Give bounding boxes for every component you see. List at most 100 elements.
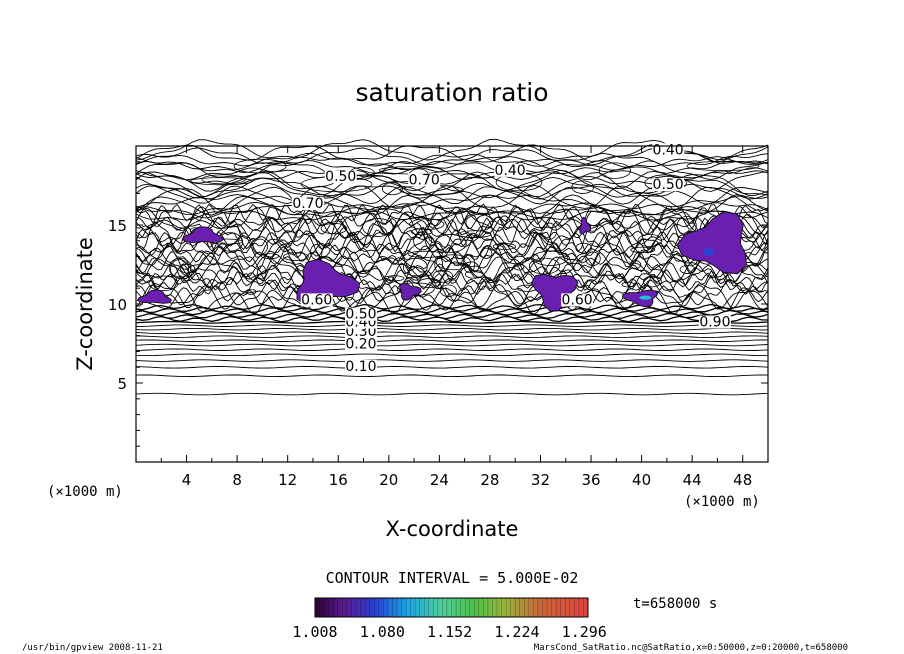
contour-cell [686, 160, 760, 171]
contour-cell [283, 252, 309, 261]
contour-line [135, 217, 769, 246]
contour-cell [644, 174, 687, 192]
supersaturated-region [579, 216, 591, 235]
contour-line [135, 210, 769, 221]
contour-line [135, 244, 769, 267]
contour-line [135, 156, 769, 171]
contour-line [135, 327, 768, 331]
contour-cell [513, 262, 525, 271]
contour-line [135, 343, 769, 347]
contour-label: 0.70 [409, 172, 440, 188]
contour-interval-text: CONTOUR INTERVAL = 5.000E-02 [326, 569, 579, 587]
contour-line [135, 348, 769, 351]
colorbar-frame [314, 597, 589, 618]
contour-cell [261, 253, 280, 260]
colorbar: 1.008 1.080 1.152 1.224 1.296 [292, 597, 607, 641]
contour-cell [402, 257, 428, 277]
contour-label-bg [652, 178, 685, 192]
contour-labels: 0.100.200.300.400.500.60 0.600.900.400.40… [291, 142, 731, 375]
contour-cell [362, 218, 394, 237]
contour-line [135, 315, 769, 323]
chart-title: saturation ratio [355, 78, 548, 107]
contour-cell [541, 222, 557, 240]
contour-line [135, 206, 769, 236]
x-axis-ticks: 4 8 12 16 20 24 28 32 36 40 44 48 [160, 146, 752, 489]
x-tick-label: 32 [531, 471, 550, 489]
contour-label-bg [344, 359, 377, 373]
contour-cell [189, 177, 253, 186]
contour-label: 0.50 [345, 307, 376, 323]
contour-label: 0.70 [292, 196, 323, 212]
contour-cell [480, 247, 493, 259]
contour-line [135, 255, 769, 279]
contour-line [135, 250, 769, 275]
contour-line [135, 201, 769, 216]
contour-cell [465, 213, 494, 232]
contour-cell [384, 275, 405, 282]
x-tick-label: 12 [278, 471, 297, 489]
contour-cell [417, 278, 441, 289]
contour-line [135, 212, 769, 237]
x-tick-label: 8 [232, 471, 242, 489]
contour-cell [585, 251, 601, 266]
contour-cell [630, 260, 642, 269]
contour-cell [407, 250, 444, 258]
contour-cell [679, 264, 696, 274]
contour-line [135, 331, 769, 335]
supersaturated-core [639, 295, 652, 300]
supersaturated-region [181, 226, 225, 243]
contour-line [135, 303, 769, 311]
contour-line [135, 279, 769, 309]
contour-line [135, 335, 769, 338]
contour-cell [170, 259, 190, 279]
supersaturated-region [136, 289, 173, 304]
y-axis-ticks: 5 10 15 [108, 161, 768, 447]
x-unit-right: (×1000 m) [684, 494, 760, 510]
x-tick-label: 44 [683, 471, 702, 489]
contour-cell [637, 233, 663, 248]
contour-line [135, 309, 769, 317]
contour-cell [463, 254, 476, 274]
contour-line [135, 152, 769, 167]
contour-label-bg [344, 337, 377, 351]
x-tick-label: 40 [632, 471, 651, 489]
contour-cell [413, 231, 432, 251]
contour-line [135, 366, 769, 369]
x-tick-label: 48 [733, 471, 752, 489]
x-tick-label: 24 [430, 471, 449, 489]
contour-line [135, 320, 769, 324]
plot-area: 0.100.200.300.400.500.60 0.600.900.400.40… [135, 138, 769, 463]
contour-line [135, 312, 769, 320]
supersaturated-region [296, 258, 361, 306]
colorbar-tick-label: 1.296 [562, 623, 607, 641]
contour-line [135, 241, 769, 263]
contour-label-bg [561, 293, 594, 307]
contour-line [135, 261, 769, 285]
contour-label: 0.90 [699, 315, 730, 331]
y-tick-label: 5 [117, 375, 127, 393]
x-tick-label: 16 [329, 471, 348, 489]
y-axis-label: Z-coordinate [73, 237, 97, 371]
contour-label: 0.60 [562, 292, 593, 308]
contour-cell [409, 218, 445, 230]
contour-cell [410, 228, 433, 236]
contour-cell [257, 265, 267, 280]
contour-cell [233, 158, 287, 174]
supersaturated-region [676, 211, 748, 275]
y-tick-label: 15 [108, 217, 127, 235]
contour-cell [571, 180, 595, 194]
contour-cell [598, 162, 631, 179]
contour-cell [439, 284, 457, 297]
contour-label-bg [494, 163, 527, 177]
contour-label: 0.50 [325, 169, 356, 185]
x-tick-label: 20 [379, 471, 398, 489]
colorbar-tick-label: 1.008 [292, 623, 337, 641]
contour-cell [434, 234, 467, 253]
contour-label: 0.40 [653, 142, 684, 158]
colorbar-tick-label: 1.080 [360, 623, 405, 641]
footer-right: MarsCond_SatRatio.nc@SatRatio,x=0:50000,… [534, 643, 848, 653]
contour-line [135, 194, 769, 210]
contour-cell [630, 246, 656, 254]
colorbar-tick-label: 1.152 [427, 623, 472, 641]
x-tick-label: 36 [581, 471, 600, 489]
